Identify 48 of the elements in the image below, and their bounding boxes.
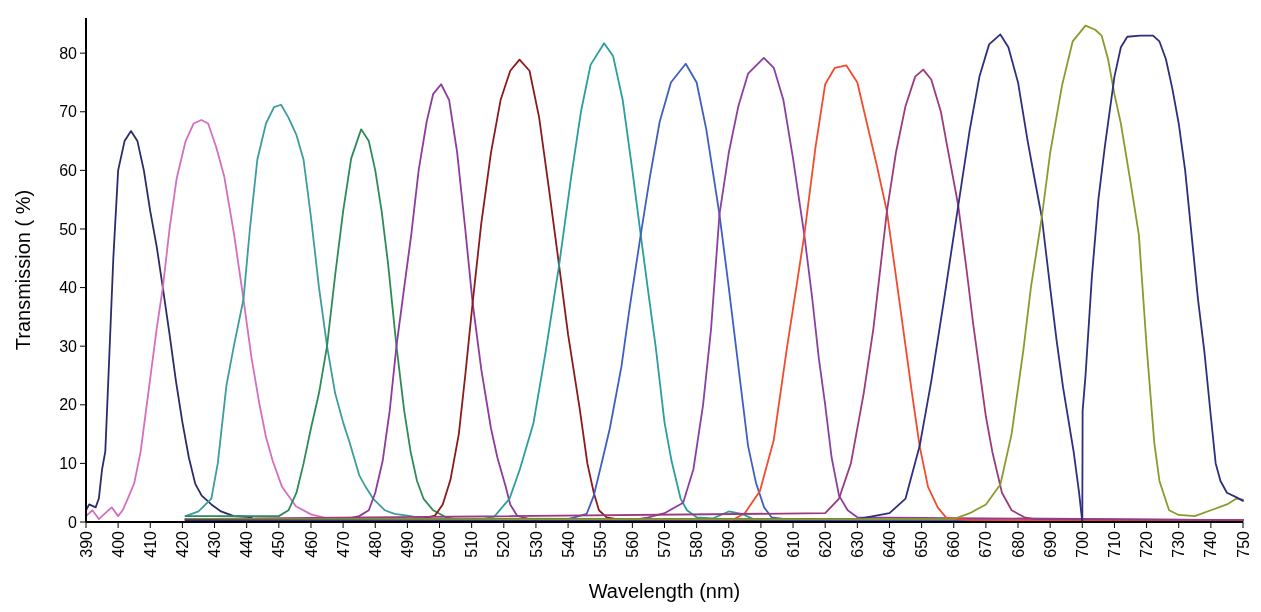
x-tick-label: 710 bbox=[1106, 530, 1124, 558]
x-tick-label: 420 bbox=[174, 530, 192, 558]
x-tick-label: 650 bbox=[913, 530, 931, 558]
x-tick-label: 510 bbox=[463, 530, 481, 558]
x-tick-label: 390 bbox=[77, 530, 95, 558]
x-tick-label: 470 bbox=[334, 530, 352, 558]
x-tick-label: 590 bbox=[720, 530, 738, 558]
x-tick-label: 500 bbox=[431, 530, 449, 558]
y-tick-label: 80 bbox=[59, 44, 78, 62]
x-tick-label: 600 bbox=[752, 530, 770, 558]
x-tick-label: 440 bbox=[238, 530, 256, 558]
x-tick-label: 400 bbox=[109, 530, 127, 558]
x-tick-label: 570 bbox=[656, 530, 674, 558]
x-tick-label: 730 bbox=[1170, 530, 1188, 558]
y-tick-label: 0 bbox=[68, 513, 78, 531]
y-tick-label: 70 bbox=[59, 103, 78, 121]
x-tick-label: 660 bbox=[945, 530, 963, 558]
x-tick-label: 460 bbox=[302, 530, 320, 558]
x-tick-label: 560 bbox=[623, 530, 641, 558]
y-tick-label: 60 bbox=[59, 161, 78, 179]
x-tick-label: 750 bbox=[1234, 530, 1252, 558]
x-axis-title: Wavelength (nm) bbox=[588, 580, 741, 602]
x-tick-label: 410 bbox=[141, 530, 159, 558]
x-tick-label: 450 bbox=[270, 530, 288, 558]
y-axis-title: Transmission ( %) bbox=[12, 189, 34, 351]
y-tick-label: 50 bbox=[59, 220, 78, 238]
x-tick-label: 540 bbox=[559, 530, 577, 558]
y-tick-label: 30 bbox=[59, 337, 78, 355]
x-tick-label: 670 bbox=[977, 530, 995, 558]
y-tick-label: 40 bbox=[59, 279, 78, 297]
x-tick-label: 520 bbox=[495, 530, 513, 558]
x-tick-label: 700 bbox=[1073, 530, 1091, 558]
x-tick-label: 580 bbox=[688, 530, 706, 558]
x-tick-label: 480 bbox=[366, 530, 384, 558]
x-tick-label: 620 bbox=[816, 530, 834, 558]
x-tick-label: 430 bbox=[206, 530, 224, 558]
x-tick-label: 530 bbox=[527, 530, 545, 558]
x-tick-label: 550 bbox=[591, 530, 609, 558]
x-tick-label: 740 bbox=[1202, 530, 1220, 558]
x-tick-label: 690 bbox=[1041, 530, 1059, 558]
x-tick-label: 640 bbox=[881, 530, 899, 558]
y-tick-label: 10 bbox=[59, 455, 78, 472]
y-tick-label: 20 bbox=[59, 396, 78, 414]
x-tick-label: 610 bbox=[784, 530, 802, 558]
x-tick-label: 680 bbox=[1009, 530, 1027, 558]
x-tick-label: 720 bbox=[1138, 530, 1156, 558]
x-tick-label: 490 bbox=[398, 530, 416, 558]
x-tick-label: 630 bbox=[848, 530, 866, 558]
